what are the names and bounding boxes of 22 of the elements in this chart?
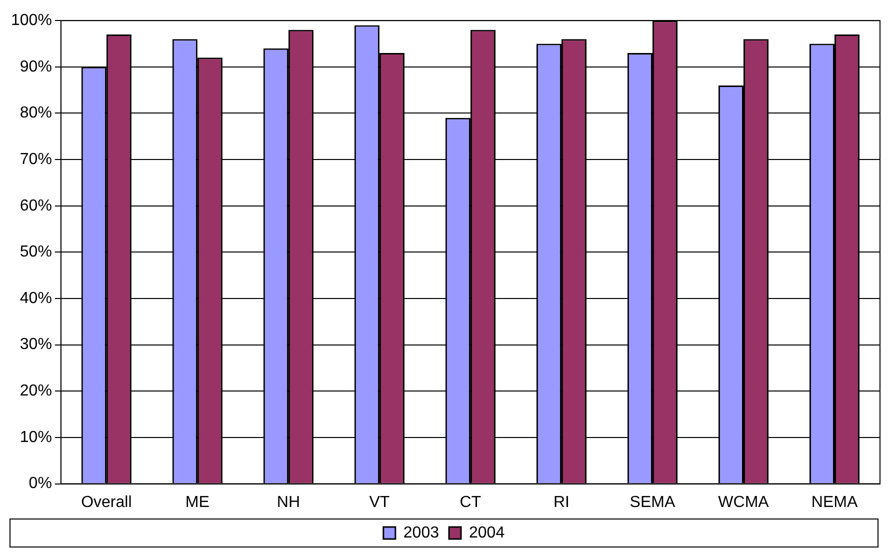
x-tick-label: CT [460,494,482,511]
y-tick-label: 70% [20,150,52,168]
y-tick-label: 50% [20,244,52,261]
y-tick-label: 100% [11,12,52,30]
x-tick-label: SEMA [630,494,676,511]
y-tick-label: 30% [20,336,52,354]
y-tick-label: 90% [20,58,52,76]
y-tick-label: 20% [20,382,52,400]
y-tick-label: 60% [20,197,52,214]
y-tick-label: 80% [20,104,52,122]
y-tick-label: 0% [28,475,52,492]
y-tick-label: 40% [20,290,52,307]
x-tick-label: RI [553,494,570,511]
x-tick-label: Overall [81,494,132,511]
x-tick-label: ME [185,494,210,511]
x-tick-label: VT [369,494,390,511]
x-tick-label: NH [276,494,300,511]
legend-label: 2003 [403,524,440,542]
x-tick-label: NEMA [811,494,858,511]
legend-label: 2004 [469,524,505,542]
y-tick-label: 10% [20,428,52,446]
x-tick-label: WCMA [718,494,770,511]
